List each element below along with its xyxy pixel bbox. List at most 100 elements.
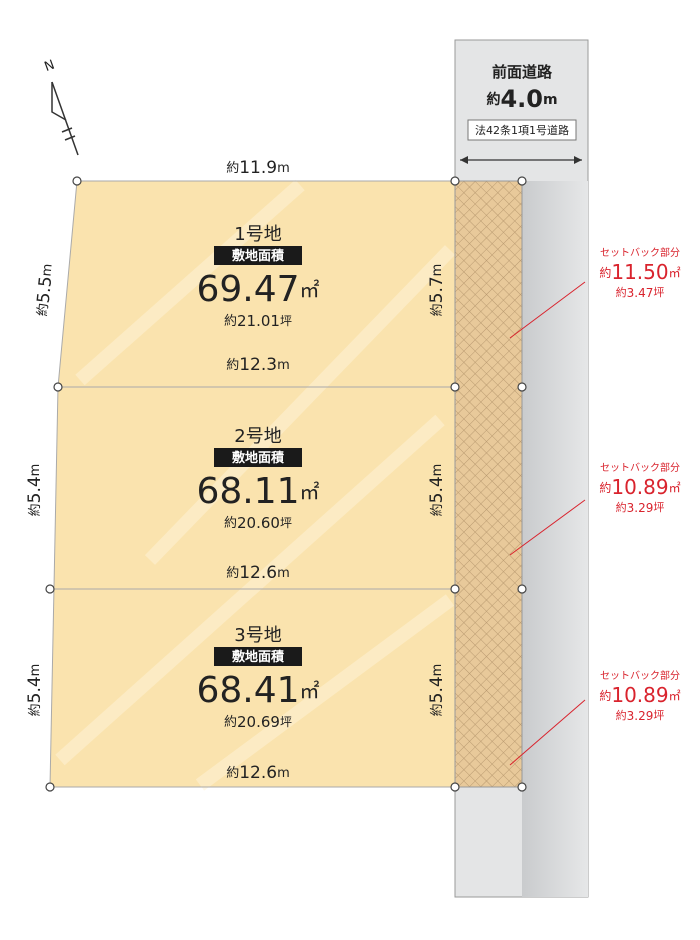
unit: 坪	[280, 516, 292, 530]
unit: m	[277, 566, 290, 581]
area-label: 敷地面積	[232, 649, 285, 665]
lot-tsubo: 約20.69坪	[224, 713, 292, 731]
value: 3.47	[627, 286, 654, 300]
dimension: 約12.6m	[226, 763, 290, 783]
prefix: 約	[224, 314, 237, 329]
value: 3.29	[627, 501, 654, 515]
prefix: 約	[599, 480, 611, 495]
lot-name: 2号地	[234, 426, 281, 447]
prefix: 約	[616, 285, 627, 299]
unit: ㎡	[300, 679, 320, 703]
title: 前面道路	[492, 63, 553, 81]
dimension: 約5.4m	[427, 464, 447, 517]
label: 敷地面積	[232, 450, 285, 466]
title: セットバック部分	[600, 669, 680, 682]
unit: ㎡	[669, 689, 681, 703]
lot-area: 69.47㎡	[196, 269, 319, 310]
arrow-head	[460, 156, 468, 164]
prefix: 約	[224, 516, 237, 531]
unit: m	[277, 766, 290, 781]
setback-title: セットバック部分	[600, 461, 680, 474]
setback-title: セットバック部分	[600, 246, 680, 259]
dimension: 約12.3m	[226, 355, 290, 375]
value: 11.9	[239, 158, 277, 178]
setback-tsubo: 約3.29坪	[616, 708, 665, 723]
law-box	[467, 119, 577, 141]
label: 敷地面積	[232, 248, 285, 264]
value: 5.4	[427, 676, 447, 703]
name: 3号地	[234, 625, 281, 646]
unit: m	[277, 358, 290, 373]
texture	[55, 179, 456, 791]
unit: m	[39, 263, 55, 277]
unit: m	[430, 664, 445, 677]
road-law: 法42条1項1号道路	[475, 123, 569, 137]
lots-area	[50, 181, 455, 787]
value: 4.0	[500, 85, 543, 113]
lot-area: 68.11㎡	[196, 471, 319, 512]
unit: ㎡	[300, 480, 320, 504]
unit: 坪	[653, 501, 664, 514]
prefix: 約	[430, 303, 445, 316]
value: 68.41	[196, 670, 299, 711]
setback-area	[454, 180, 523, 788]
unit: ㎡	[300, 278, 320, 302]
unit: m	[277, 161, 290, 176]
road-width: 約4.0m	[486, 85, 557, 113]
unit: m	[430, 464, 445, 477]
dimension: 約5.5m	[32, 263, 57, 318]
lot-name: 1号地	[234, 224, 281, 245]
law: 法42条1項1号道路	[475, 123, 569, 137]
lots-outline	[49, 180, 456, 788]
prefix: 約	[616, 500, 627, 514]
setback-title: セットバック部分	[600, 669, 680, 682]
prefix: 約	[224, 715, 237, 730]
unit: m	[28, 464, 43, 477]
value: 20.60	[237, 514, 280, 532]
unit: 坪	[653, 709, 664, 722]
value: 3.29	[627, 709, 654, 723]
value: 5.7	[427, 276, 447, 303]
area-label: 敷地面積	[232, 248, 285, 264]
prefix: 約	[430, 503, 445, 516]
dimension: 約5.7m	[427, 264, 447, 317]
value: 10.89	[611, 475, 668, 499]
area-badge	[214, 246, 302, 265]
prefix: 約	[486, 91, 500, 108]
title: セットバック部分	[600, 246, 680, 259]
leader-lines	[509, 281, 586, 766]
prefix: 約	[35, 302, 51, 317]
value: 20.69	[237, 713, 280, 731]
unit: m	[543, 92, 558, 108]
value: 11.50	[611, 260, 668, 284]
setback-tsubo: 約3.47坪	[616, 285, 665, 300]
dimension: 約5.4m	[25, 664, 45, 717]
name: 1号地	[234, 224, 281, 245]
dimension: 約12.6m	[226, 563, 290, 583]
prefix: 約	[28, 703, 43, 716]
setback-area: 約10.89㎡	[599, 475, 680, 499]
lot-tsubo: 約21.01坪	[224, 312, 292, 330]
arrow-head	[574, 156, 582, 164]
setback-tsubo: 約3.29坪	[616, 500, 665, 515]
prefix: 約	[226, 358, 239, 373]
compass-arrow	[51, 81, 79, 156]
road-surface	[522, 181, 588, 897]
prefix: 約	[616, 708, 627, 722]
unit: ㎡	[669, 266, 681, 280]
value: 69.47	[196, 269, 299, 310]
value: 12.3	[239, 355, 277, 375]
value: 5.4	[25, 476, 45, 503]
dimension: 約11.9m	[226, 158, 290, 178]
unit: m	[430, 264, 445, 277]
road-title: 前面道路	[492, 63, 553, 81]
value: 10.89	[611, 683, 668, 707]
survey-points	[45, 176, 527, 792]
area-badge	[214, 647, 302, 666]
prefix: 約	[430, 703, 445, 716]
lot-name: 3号地	[234, 625, 281, 646]
prefix: 約	[226, 161, 239, 176]
prefix: 約	[226, 566, 239, 581]
unit: 坪	[653, 286, 664, 299]
value: 12.6	[239, 763, 277, 783]
